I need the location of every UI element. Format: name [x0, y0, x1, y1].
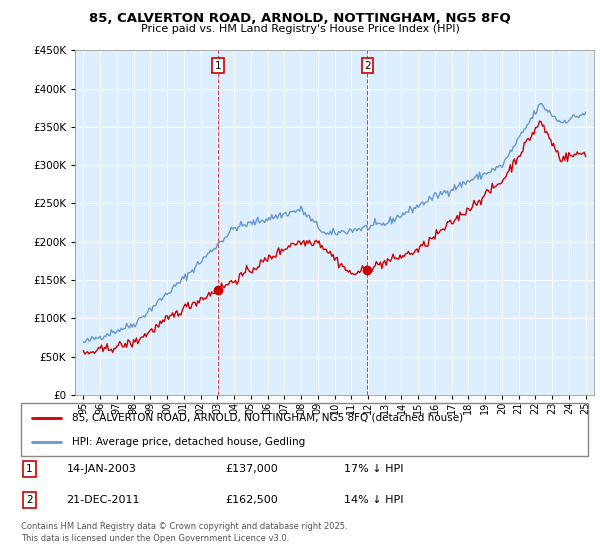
- Text: HPI: Average price, detached house, Gedling: HPI: Average price, detached house, Gedl…: [72, 437, 305, 447]
- Text: 14% ↓ HPI: 14% ↓ HPI: [344, 496, 404, 505]
- Text: 85, CALVERTON ROAD, ARNOLD, NOTTINGHAM, NG5 8FQ: 85, CALVERTON ROAD, ARNOLD, NOTTINGHAM, …: [89, 12, 511, 25]
- Text: Price paid vs. HM Land Registry's House Price Index (HPI): Price paid vs. HM Land Registry's House …: [140, 24, 460, 34]
- Text: 2: 2: [364, 60, 371, 71]
- Text: £137,000: £137,000: [225, 464, 278, 474]
- Text: 14-JAN-2003: 14-JAN-2003: [67, 464, 136, 474]
- Text: £162,500: £162,500: [225, 496, 278, 505]
- Text: 1: 1: [215, 60, 221, 71]
- Text: 21-DEC-2011: 21-DEC-2011: [67, 496, 140, 505]
- Text: Contains HM Land Registry data © Crown copyright and database right 2025.
This d: Contains HM Land Registry data © Crown c…: [21, 522, 347, 543]
- Text: 2: 2: [26, 496, 33, 505]
- Text: 1: 1: [26, 464, 33, 474]
- Text: 85, CALVERTON ROAD, ARNOLD, NOTTINGHAM, NG5 8FQ (detached house): 85, CALVERTON ROAD, ARNOLD, NOTTINGHAM, …: [72, 413, 463, 423]
- Text: 17% ↓ HPI: 17% ↓ HPI: [344, 464, 404, 474]
